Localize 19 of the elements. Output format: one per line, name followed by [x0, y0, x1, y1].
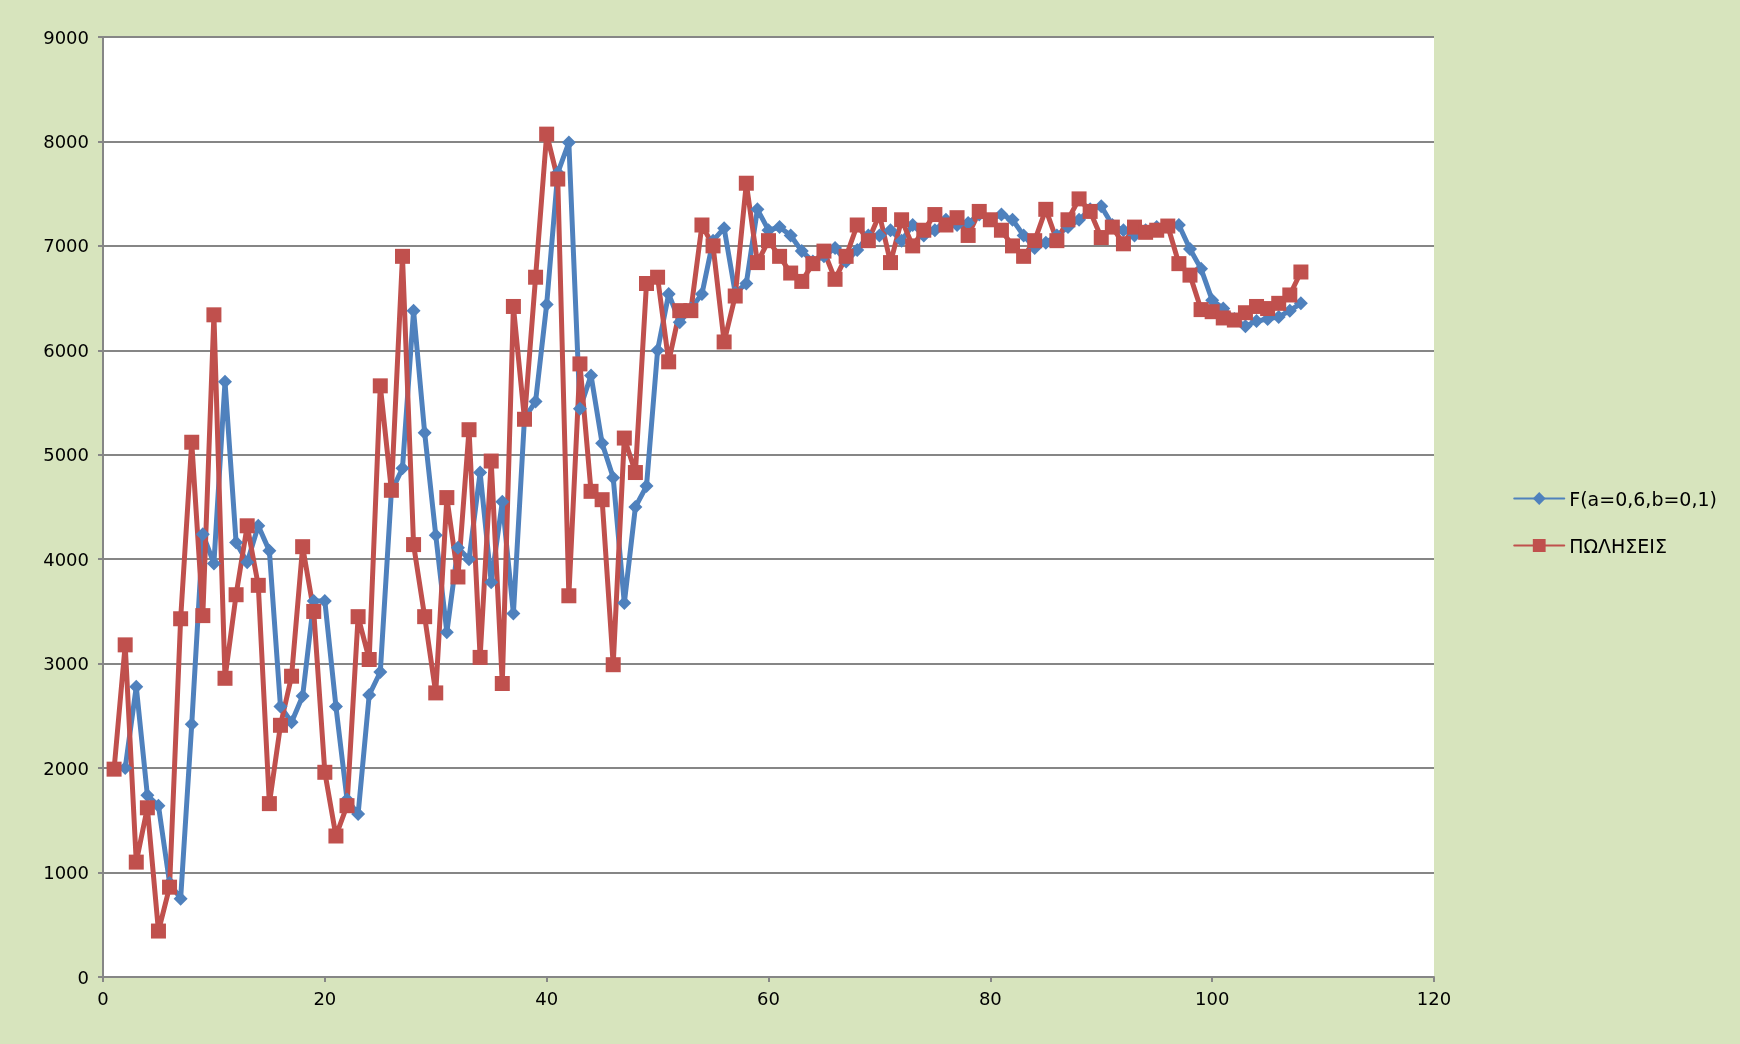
- y-tick-label: 5000: [43, 444, 89, 466]
- x-tick-label: 60: [757, 987, 780, 1009]
- x-tick-label: 40: [535, 987, 559, 1009]
- y-tick-label: 2000: [43, 757, 89, 779]
- x-tick-label: 20: [313, 987, 337, 1009]
- y-tick-label: 9000: [43, 26, 89, 48]
- legend-label: F(a=0,6,b=0,1): [1569, 487, 1718, 510]
- y-tick-label: 1000: [43, 862, 89, 884]
- y-tick-label: 7000: [43, 235, 89, 257]
- x-tick-label: 120: [1416, 987, 1452, 1009]
- y-tick-label: 8000: [43, 130, 89, 152]
- x-tick-label: 0: [97, 987, 109, 1009]
- y-tick-label: 4000: [43, 548, 89, 570]
- legend-label: ΠΩΛΗΣΕΙΣ: [1569, 534, 1667, 557]
- y-tick-label: 3000: [43, 653, 89, 675]
- x-tick-label: 80: [978, 987, 1002, 1009]
- y-tick-label: 0: [77, 966, 89, 988]
- x-tick-label: 100: [1194, 987, 1230, 1009]
- y-tick-label: 6000: [43, 339, 89, 361]
